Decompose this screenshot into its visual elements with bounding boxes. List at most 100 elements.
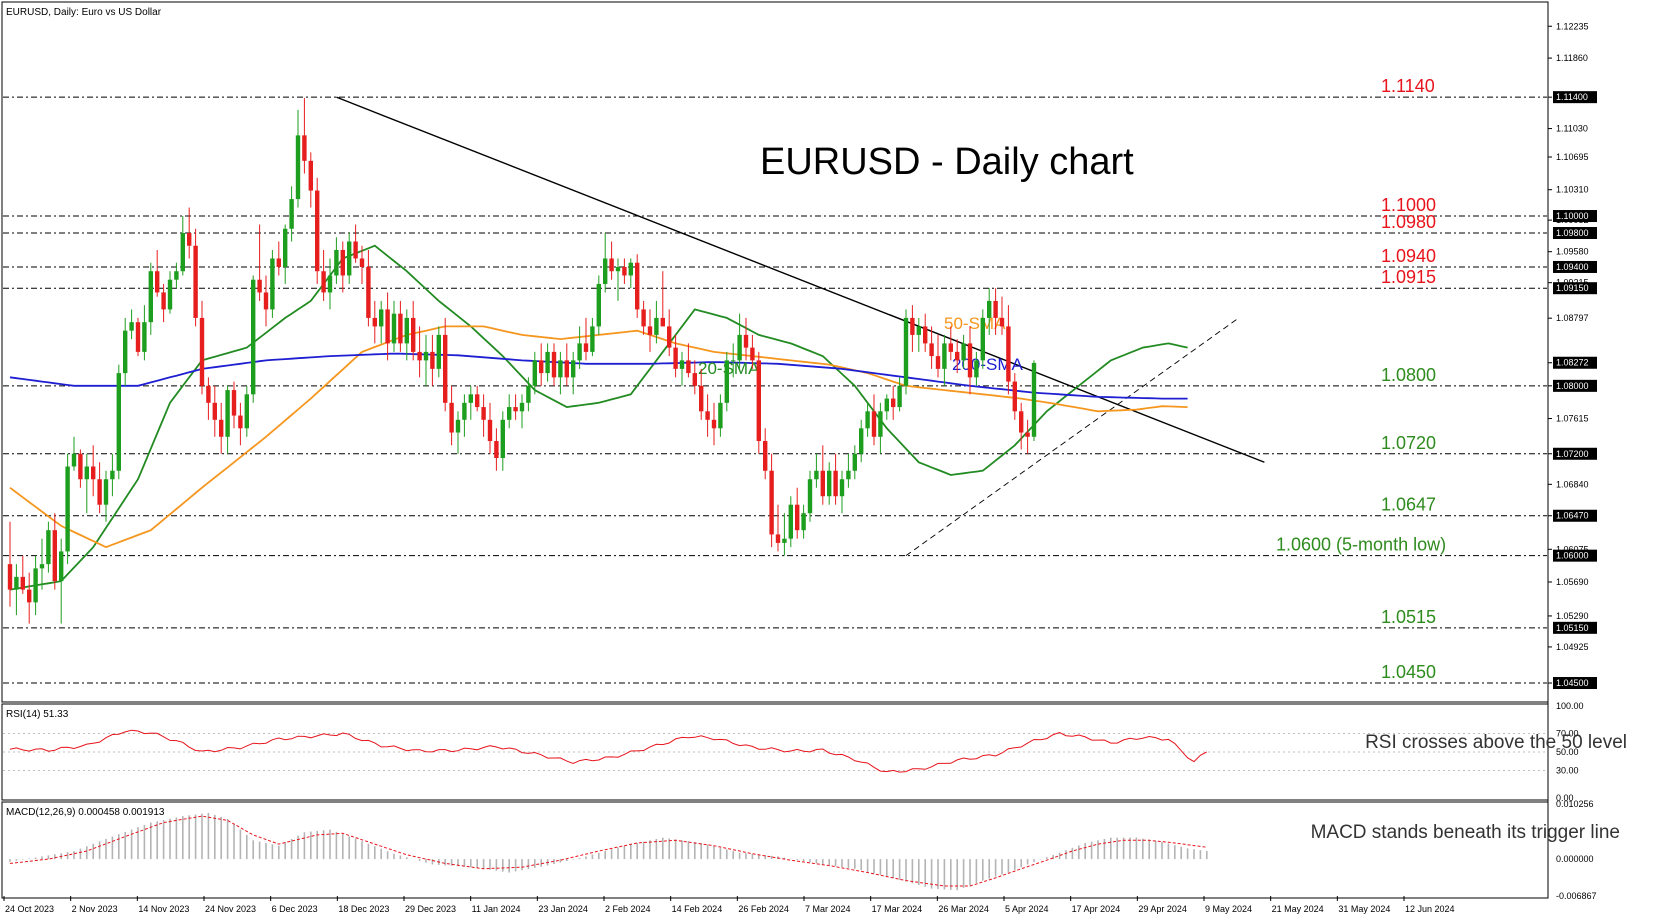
candle-body (462, 402, 467, 420)
candle (353, 224, 358, 263)
candle (238, 402, 243, 446)
candle-body (135, 322, 141, 352)
candle (539, 343, 544, 386)
candle-body (795, 504, 800, 531)
candle (955, 339, 960, 374)
candle (903, 309, 909, 395)
price-tick-highlight (1553, 677, 1597, 690)
candle (244, 385, 249, 437)
candle-body (257, 279, 262, 293)
candle (647, 309, 653, 352)
candle-body (487, 419, 493, 442)
candle (948, 326, 953, 361)
candle-body (596, 283, 601, 327)
candle-body (238, 415, 243, 429)
date-label: 17 Mar 2024 (872, 904, 923, 914)
candle-body (603, 258, 608, 284)
macd-tick-label: 0.000000 (1556, 854, 1594, 864)
candle (33, 555, 38, 616)
price-tick-highlight (1553, 549, 1597, 562)
rsi-tick-label: 50.00 (1556, 747, 1579, 757)
candle-body (372, 317, 377, 327)
candle-body (686, 360, 691, 374)
candle-body (103, 479, 109, 505)
candle (564, 343, 569, 386)
level-label: 1.0800 (1381, 365, 1436, 385)
candle (283, 224, 288, 284)
candle-body (820, 470, 825, 497)
candle-body (846, 470, 851, 480)
candle (129, 309, 134, 340)
candle (71, 436, 77, 471)
rsi-tick-label: 100.00 (1556, 701, 1584, 711)
candle-body (398, 313, 403, 344)
candle (718, 394, 723, 437)
candle (59, 538, 64, 624)
candle (468, 385, 473, 420)
candle-body (321, 271, 326, 293)
date-label: 2 Nov 2023 (72, 904, 118, 914)
candle (391, 300, 397, 352)
price-tick-highlight-label: 1.09150 (1556, 283, 1589, 293)
candle-body (423, 351, 429, 361)
candle-body (455, 419, 461, 433)
candle (455, 411, 461, 454)
date-label: 21 May 2024 (1272, 904, 1324, 914)
candle (679, 351, 685, 386)
price-tick-label: 1.11030 (1556, 124, 1588, 134)
date-label: 24 Oct 2023 (5, 904, 54, 914)
candle (609, 241, 614, 280)
candle-body (27, 589, 32, 603)
candle-body (769, 470, 774, 535)
date-label: 26 Feb 2024 (738, 904, 789, 914)
candle (340, 241, 345, 293)
price-tick-highlight (1553, 379, 1597, 392)
candle-body (807, 479, 813, 514)
candle-body (500, 419, 505, 459)
candle-body (955, 351, 960, 361)
candle-body (7, 564, 13, 590)
date-label: 31 May 2024 (1338, 904, 1390, 914)
level-label: 1.1140 (1381, 76, 1435, 96)
candle-body (436, 334, 441, 369)
candle (833, 453, 838, 505)
price-tick-highlight-label: 1.05150 (1556, 623, 1589, 633)
price-tick-highlight (1553, 91, 1597, 104)
price-tick-highlight (1553, 447, 1597, 460)
level-label: 1.0980 (1381, 212, 1436, 232)
candle (507, 394, 512, 429)
date-label: 23 Jan 2024 (538, 904, 588, 914)
candle (263, 275, 269, 327)
price-tick-highlight (1553, 210, 1597, 223)
candle-body (481, 407, 486, 420)
candle (78, 449, 83, 488)
date-label: 7 Mar 2024 (805, 904, 851, 914)
candle-body (724, 360, 729, 403)
candle (628, 258, 633, 289)
candle-body (65, 466, 70, 552)
candle-body (571, 360, 576, 378)
candle-body (673, 347, 678, 369)
candle-body (935, 356, 941, 369)
candle (372, 300, 377, 344)
candle (417, 326, 422, 378)
candle (174, 262, 179, 289)
candle-body (615, 266, 621, 272)
candle (731, 343, 736, 378)
price-tick-label: 1.06840 (1556, 479, 1589, 489)
candle (110, 453, 115, 497)
candle (487, 402, 493, 454)
candle (494, 428, 499, 471)
chart-header: EURUSD, Daily: Euro vs US Dollar (6, 7, 162, 18)
ascending-support-line (905, 317, 1240, 557)
candle (366, 249, 371, 327)
candle (513, 394, 518, 420)
candle-body (212, 402, 217, 420)
candle (942, 334, 947, 386)
candle-body (999, 317, 1005, 327)
candle-body (539, 360, 544, 374)
candle (167, 271, 173, 314)
candle (660, 271, 665, 327)
date-label: 14 Nov 2023 (138, 904, 189, 914)
